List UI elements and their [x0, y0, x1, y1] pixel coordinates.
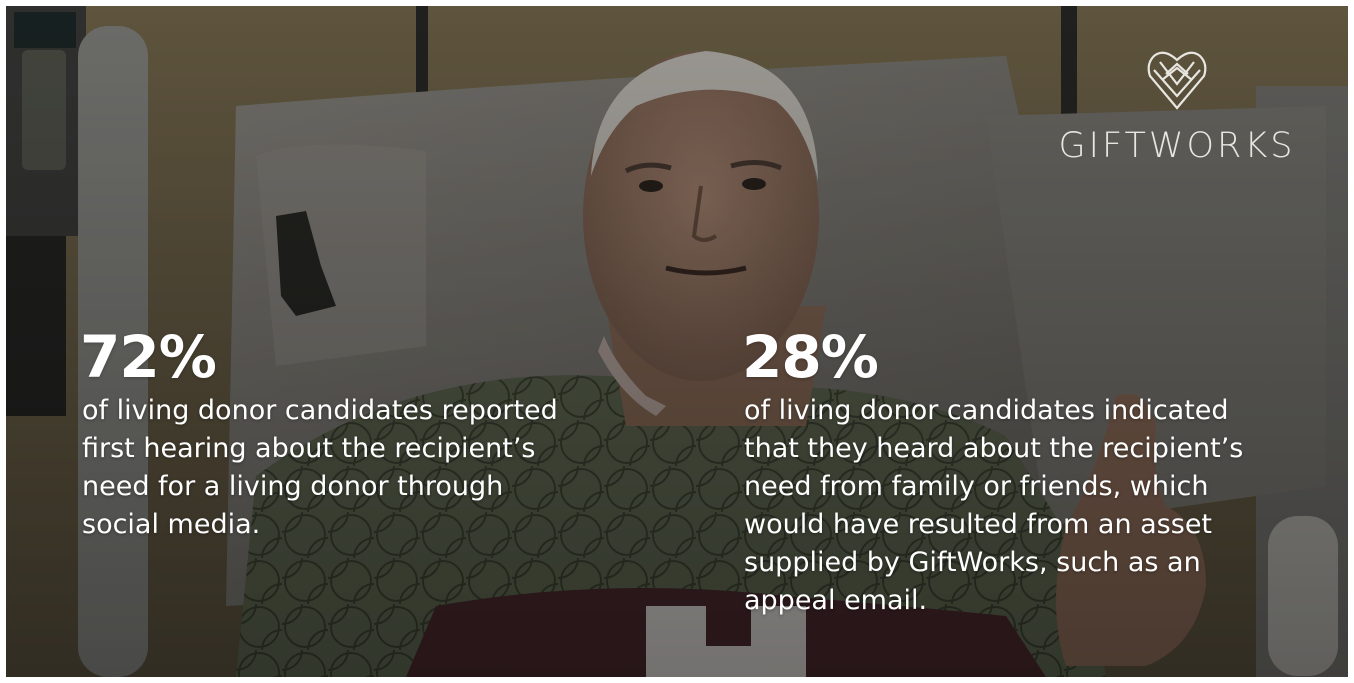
stat-line: social media.	[82, 509, 261, 540]
heart-shield-icon	[1147, 51, 1207, 110]
stat-line: supplied by GiftWorks, such as an	[744, 547, 1201, 578]
brand-lockup: GIFTWORKS	[1042, 46, 1312, 166]
stat-line: need from family or friends, which	[744, 471, 1209, 502]
stat-block-family-friends: 28% of living donor candidates indicated…	[742, 323, 1304, 620]
stat-line: would have resulted from an asset	[744, 509, 1213, 540]
stat-description: of living donor candidates indicated tha…	[744, 392, 1304, 620]
stat-line: of living donor candidates reported	[82, 395, 558, 426]
stat-line: of living donor candidates indicated	[744, 395, 1229, 426]
stat-line: need for a living donor through	[82, 471, 504, 502]
stat-line: appeal email.	[744, 585, 928, 616]
background-photo	[6, 6, 1348, 677]
stat-line: that they heard about the recipient’s	[744, 433, 1244, 464]
brand-name: GIFTWORKS	[1058, 126, 1296, 166]
stat-line: first hearing about the recipient’s	[82, 433, 536, 464]
stat-block-social-media: 72% of living donor candidates reported …	[80, 323, 622, 544]
hero-banner: GIFTWORKS 72% of living donor candidates…	[6, 6, 1348, 677]
stat-description: of living donor candidates reported firs…	[82, 392, 622, 544]
stat-value: 72%	[80, 323, 217, 391]
stat-value: 28%	[742, 323, 879, 391]
